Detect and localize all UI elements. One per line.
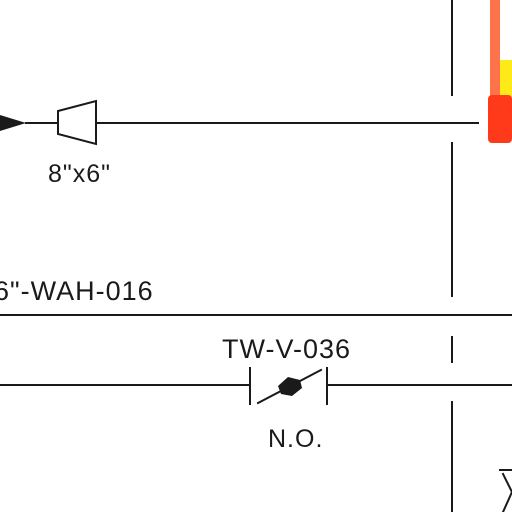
valve-body-icon <box>278 377 302 396</box>
highlighter-yellow-stroke <box>500 60 512 100</box>
flow-arrowhead-icon <box>0 115 26 131</box>
highlighter-marks <box>488 0 512 143</box>
gate-valve-icon <box>256 368 323 405</box>
valve-position-label: N.O. <box>268 425 323 453</box>
reducer-size-label: 8"x6" <box>48 160 111 188</box>
upper-pipe-line <box>0 99 479 146</box>
highlighter-red-stroke <box>490 0 500 100</box>
line-number-label: 6"-WAH-016 <box>0 276 154 306</box>
highlighter-red-blob <box>488 95 512 143</box>
reducer-icon <box>57 99 97 146</box>
lower-pipe-line <box>0 367 512 405</box>
partial-symbol-bottom-right <box>499 469 512 512</box>
valve-tag-label: TW-V-036 <box>222 334 351 364</box>
